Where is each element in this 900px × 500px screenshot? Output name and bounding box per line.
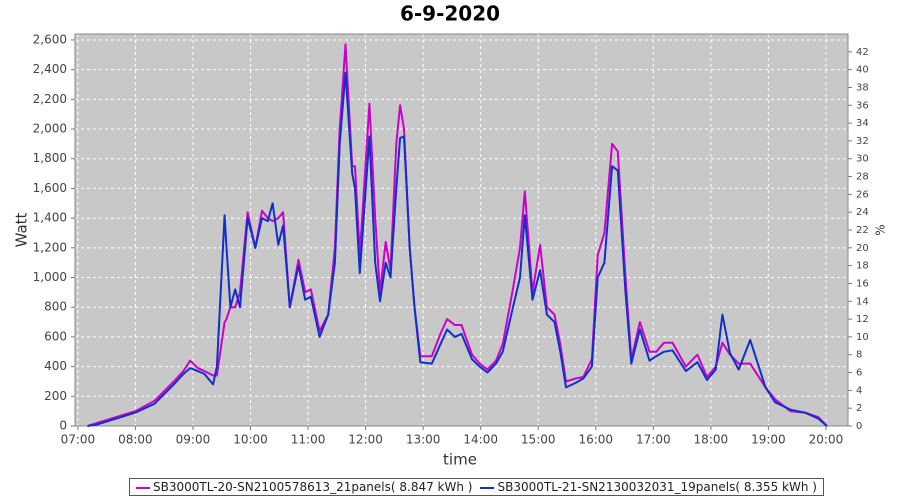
legend-label: SB3000TL-21-SN2130032031_19panels( 8.355… [497,480,817,494]
y2-tick-label: 20 [856,243,869,254]
legend-item: SB3000TL-20-SN2100578613_21panels( 8.847… [136,480,472,494]
y-tick-label: 400 [44,359,67,373]
y-tick-label: 2,000 [33,122,67,136]
legend-swatch [480,486,495,489]
legend-swatch [136,486,150,489]
x-tick-label: 08:00 [118,433,153,447]
y2-tick-label: 2 [856,403,862,414]
x-tick-label: 14:00 [463,433,498,447]
x-tick-label: 13:00 [406,433,441,447]
y2-tick-label: 16 [856,278,869,289]
plot-area [75,34,848,426]
x-tick-label: 16:00 [578,433,613,447]
y2-tick-label: 22 [856,225,869,236]
y-tick-label: 600 [44,329,67,343]
plot-border [74,33,849,427]
y2-tick-label: 14 [856,296,869,307]
series-line [87,71,828,427]
y-tick-label: 1,600 [33,181,67,195]
y2-tick-label: 10 [856,332,869,343]
x-tick-label: 07:00 [61,433,96,447]
y2-tick-label: 24 [856,207,869,218]
y2-tick-label: 36 [856,100,869,111]
y2-tick-label: 42 [856,47,869,58]
y2-tick-label: 26 [856,189,869,200]
x-tick-label: 19:00 [751,433,786,447]
y2-tick-label: 40 [856,65,869,76]
y2-tick-label: 8 [856,350,862,361]
y2-tick-label: 30 [856,154,869,165]
x-tick-label: 12:00 [348,433,383,447]
y-tick-label: 1,200 [33,240,67,254]
y2-tick-label: 32 [856,136,869,147]
chart-title: 6-9-2020 [400,2,500,26]
legend-item: SB3000TL-21-SN2130032031_19panels( 8.355… [480,480,817,494]
chart: 6-9-2020 time Watt % 02004006008001,0001… [13,2,888,469]
y-tick-label: 1,400 [33,211,67,225]
legend-label: SB3000TL-20-SN2100578613_21panels( 8.847… [153,480,473,494]
y-tick-label: 2,400 [33,62,67,76]
y-tick-label: 0 [59,419,67,433]
x-axis-label: time [443,451,477,469]
y2-tick-label: 4 [856,385,862,396]
x-tick-label: 10:00 [233,433,268,447]
y-tick-label: 2,200 [33,92,67,106]
x-tick-label: 17:00 [636,433,671,447]
y-tick-label: 800 [44,300,67,314]
y2-tick-label: 12 [856,314,869,325]
legend: SB3000TL-20-SN2100578613_21panels( 8.847… [129,478,824,496]
x-tick-label: 15:00 [521,433,556,447]
y2-tick-label: 0 [856,421,862,432]
y2-tick-label: 38 [856,82,869,93]
x-tick-label: 09:00 [176,433,211,447]
y-tick-label: 2,600 [33,32,67,46]
y-tick-label: 200 [44,389,67,403]
x-tick-label: 11:00 [291,433,326,447]
x-tick-label: 18:00 [694,433,729,447]
y2-tick-label: 34 [856,118,869,129]
y-tick-label: 1,000 [33,270,67,284]
x-tick-label: 20:00 [809,433,844,447]
y2-axis-label: % [874,224,888,235]
y2-tick-label: 18 [856,261,869,272]
y2-tick-label: 28 [856,172,869,183]
y-axis-label: Watt [13,212,31,247]
y-tick-label: 1,800 [33,151,67,165]
y2-tick-label: 6 [856,368,862,379]
